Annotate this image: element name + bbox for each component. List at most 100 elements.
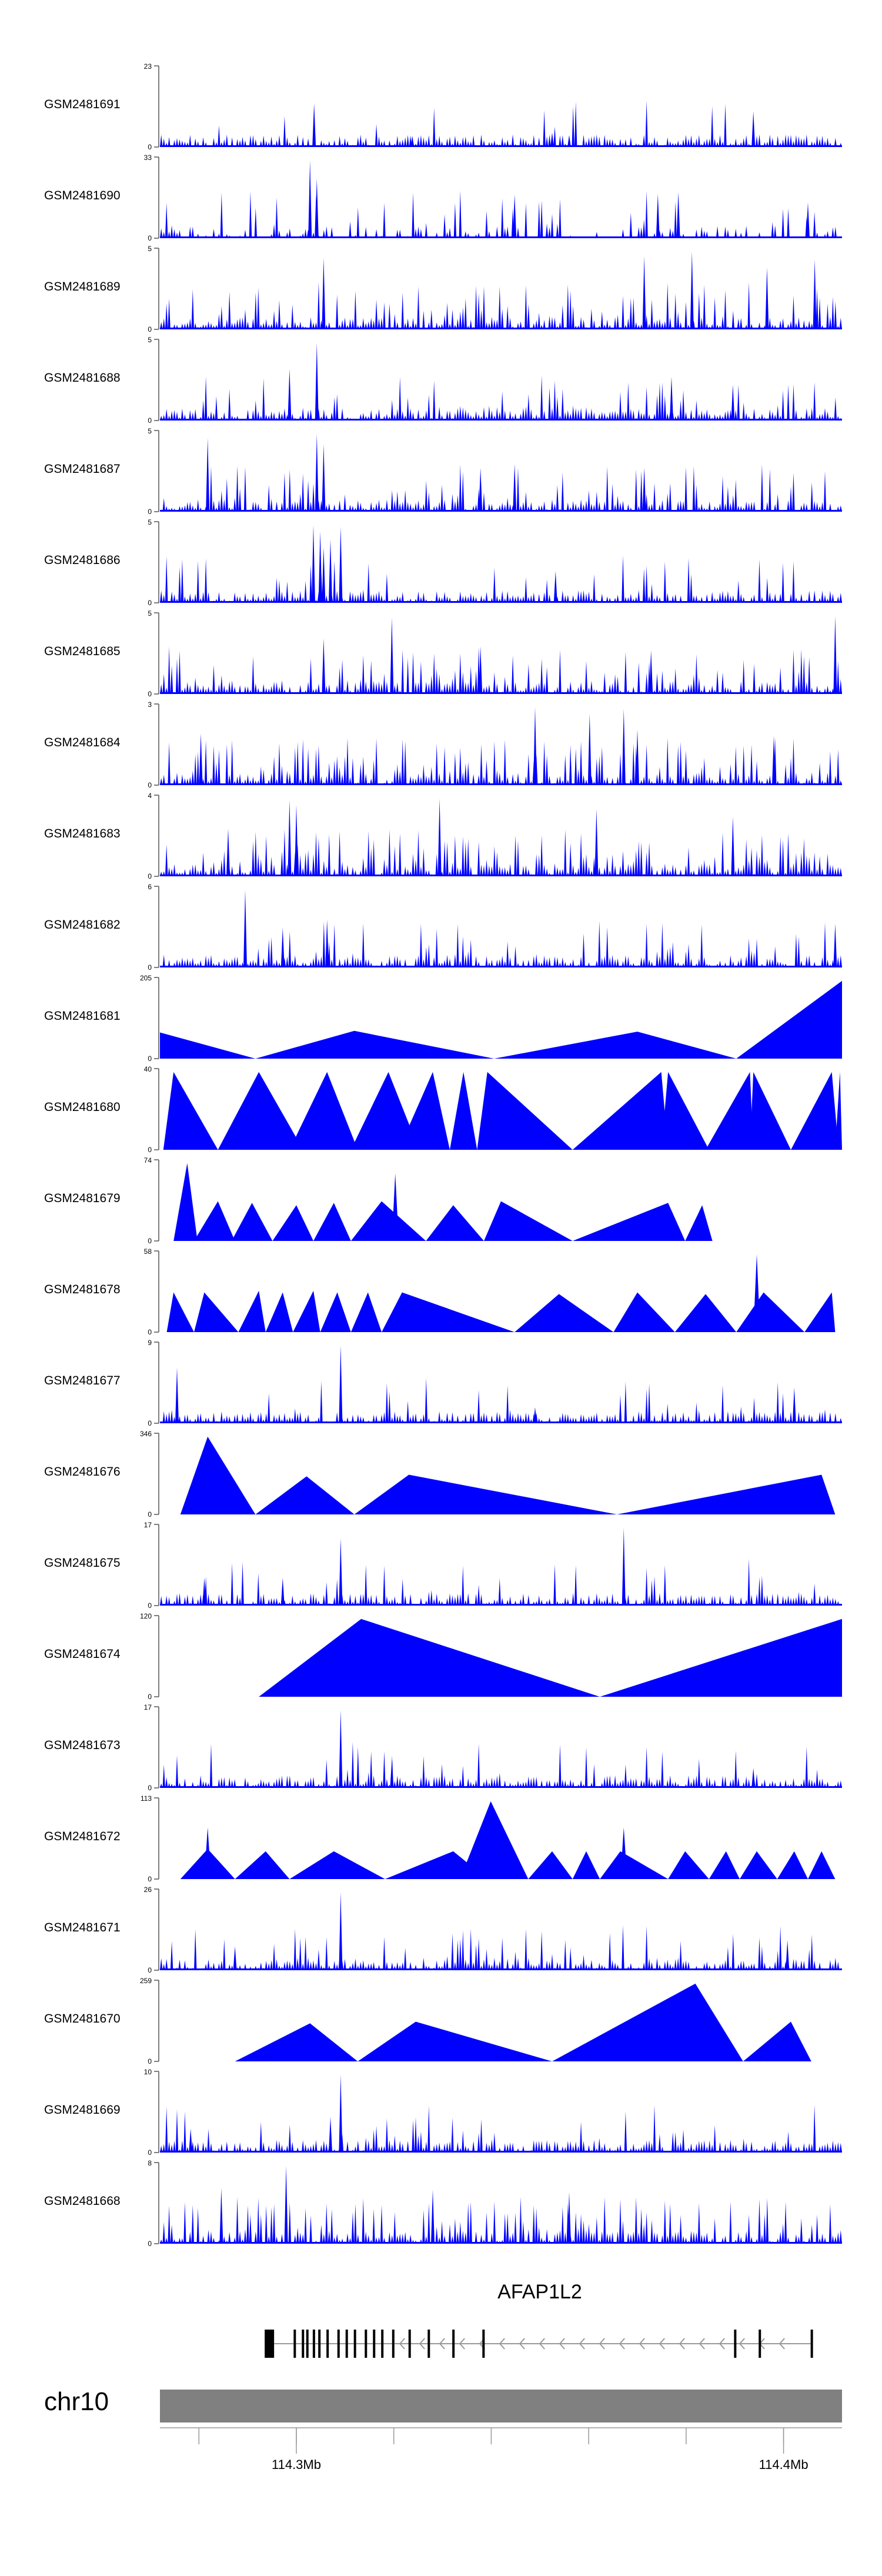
track-label: GSM2481675 bbox=[44, 1556, 121, 1570]
y-zero-label: 0 bbox=[148, 1693, 152, 1701]
gene-exon bbox=[392, 2330, 395, 2358]
y-zero-label: 0 bbox=[148, 325, 152, 333]
strand-arrow bbox=[419, 2338, 425, 2350]
coverage-peak bbox=[339, 1892, 343, 1970]
coverage-peak bbox=[194, 1292, 239, 1332]
coverage-peak bbox=[709, 1851, 740, 1879]
track-label: GSM2481683 bbox=[44, 827, 121, 840]
coverage-peak bbox=[661, 1072, 709, 1150]
coverage-peak bbox=[572, 1851, 600, 1879]
strand-arrow bbox=[639, 2338, 645, 2350]
coverage-peak bbox=[272, 1205, 313, 1241]
gene-exon bbox=[373, 2330, 376, 2358]
coverage-peak bbox=[238, 1290, 266, 1332]
coverage-peak bbox=[173, 1163, 198, 1241]
coverage-peak bbox=[753, 1254, 760, 1332]
gene-exon bbox=[306, 2330, 309, 2358]
track-label: GSM2481691 bbox=[44, 98, 121, 111]
track-GSM2481691: GSM2481691 23 0 bbox=[44, 62, 842, 151]
coverage-peak bbox=[513, 464, 517, 512]
coverage-peak bbox=[390, 1760, 394, 1788]
y-zero-label: 0 bbox=[148, 508, 152, 516]
coverage-baseline bbox=[160, 510, 842, 512]
coverage-baseline bbox=[160, 1968, 842, 1970]
coverage-tracks: GSM2481691230GSM2481690330GSM248168950GS… bbox=[44, 62, 842, 2248]
coverage-peak bbox=[791, 1072, 839, 1150]
coverage-peak bbox=[731, 816, 735, 876]
coverage-peak bbox=[350, 1201, 426, 1241]
track-label: GSM2481670 bbox=[44, 2012, 121, 2026]
coverage-peak bbox=[786, 1940, 790, 1970]
coverage-peak bbox=[772, 736, 776, 785]
coverage-peak bbox=[218, 1072, 303, 1150]
track-label: GSM2481674 bbox=[44, 1647, 121, 1661]
track-GSM2481672: GSM2481672 113 0 bbox=[44, 1794, 836, 1883]
coverage-baseline bbox=[160, 875, 842, 876]
y-max-label: 10 bbox=[144, 2068, 152, 2076]
coverage-peak bbox=[308, 160, 312, 238]
coverage-peak bbox=[293, 1290, 320, 1332]
y-max-label: 23 bbox=[144, 62, 152, 71]
track-label: GSM2481672 bbox=[44, 1830, 121, 1843]
y-max-label: 205 bbox=[140, 974, 152, 982]
coverage-peak bbox=[289, 1851, 385, 1879]
track-GSM2481690: GSM2481690 33 0 bbox=[44, 154, 842, 242]
y-zero-label: 0 bbox=[148, 1328, 152, 1336]
y-zero-label: 0 bbox=[148, 872, 152, 880]
track-GSM2481676: GSM2481676 346 0 bbox=[44, 1430, 836, 1519]
track-GSM2481677: GSM2481677 9 0 bbox=[44, 1339, 842, 1427]
coverage-peak bbox=[315, 342, 319, 421]
y-zero-label: 0 bbox=[148, 2148, 152, 2157]
coverage-area bbox=[235, 1983, 811, 2061]
coverage-peak bbox=[426, 1205, 484, 1241]
coverage-peak bbox=[399, 1072, 450, 1150]
y-zero-label: 0 bbox=[148, 781, 152, 789]
coverage-peak bbox=[528, 1851, 573, 1879]
track-GSM2481673: GSM2481673 17 0 bbox=[44, 1703, 842, 1792]
y-zero-label: 0 bbox=[148, 1237, 152, 1245]
coverage-area bbox=[160, 2197, 842, 2244]
coverage-peak bbox=[322, 547, 326, 603]
y-max-label: 58 bbox=[144, 1247, 152, 1256]
coverage-peak bbox=[567, 135, 571, 147]
coverage-baseline bbox=[160, 1604, 842, 1606]
gene-exon bbox=[408, 2330, 411, 2358]
coverage-peak bbox=[620, 1827, 627, 1879]
coverage-peak bbox=[318, 531, 322, 603]
y-max-label: 74 bbox=[144, 1156, 152, 1164]
gene-label: AFAP1L2 bbox=[497, 2281, 582, 2303]
y-max-label: 8 bbox=[148, 2159, 152, 2167]
coverage-baseline bbox=[160, 601, 842, 603]
coverage-baseline bbox=[160, 236, 842, 238]
coverage-peak bbox=[392, 1173, 399, 1241]
y-zero-label: 0 bbox=[148, 1601, 152, 1610]
coverage-baseline bbox=[160, 419, 842, 421]
y-max-label: 5 bbox=[148, 518, 152, 526]
track-label: GSM2481679 bbox=[44, 1192, 121, 1205]
coverage-area bbox=[160, 1377, 842, 1423]
coverage-peak bbox=[204, 1827, 211, 1879]
coverage-peak bbox=[676, 192, 680, 238]
coverage-peak bbox=[479, 468, 483, 512]
y-max-label: 17 bbox=[144, 1703, 152, 1711]
y-max-label: 26 bbox=[144, 1886, 152, 1894]
coverage-peak bbox=[553, 571, 557, 603]
y-zero-label: 0 bbox=[148, 1510, 152, 1519]
coverage-peak bbox=[315, 178, 319, 238]
coverage-peak bbox=[668, 1851, 709, 1879]
coverage-peak bbox=[479, 646, 483, 694]
gene-exon bbox=[302, 2330, 305, 2358]
coverage-peak bbox=[484, 1201, 573, 1241]
coverage-peak bbox=[649, 650, 653, 694]
coverage-peak bbox=[339, 1345, 343, 1423]
axis-tick-label: 114.4Mb bbox=[759, 2457, 808, 2472]
coverage-peak bbox=[219, 2188, 223, 2244]
strand-arrow bbox=[439, 2338, 445, 2350]
strand-arrow bbox=[699, 2338, 705, 2350]
coverage-peak bbox=[751, 111, 756, 147]
y-zero-label: 0 bbox=[148, 1419, 152, 1427]
coverage-peak bbox=[166, 1292, 194, 1332]
track-GSM2481682: GSM2481682 6 0 bbox=[44, 883, 842, 972]
strand-arrow bbox=[499, 2338, 505, 2350]
gene-exon bbox=[326, 2330, 329, 2358]
